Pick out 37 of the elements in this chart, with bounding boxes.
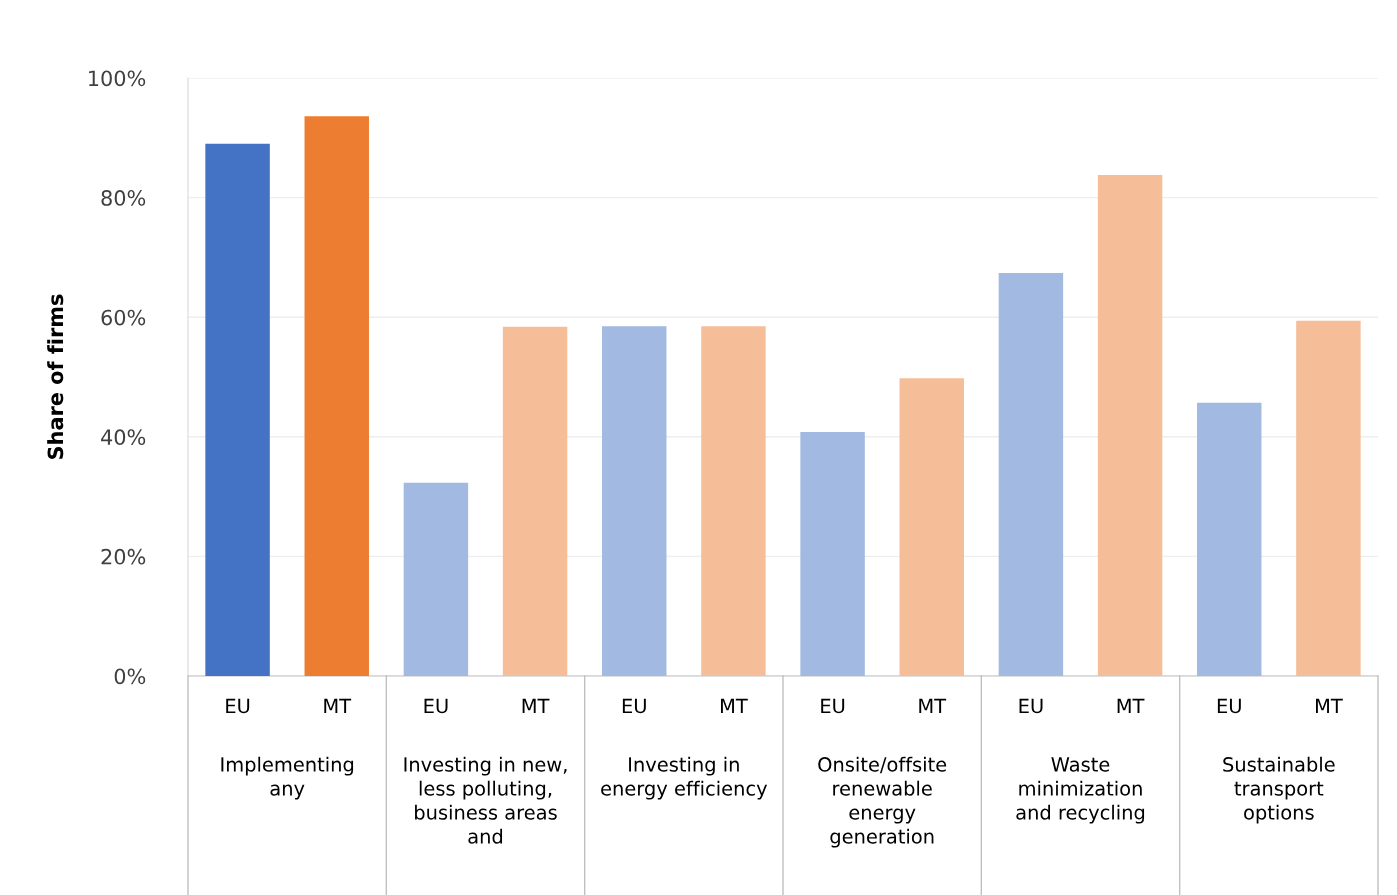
bar <box>602 326 667 676</box>
x-tick-label: EU <box>1019 698 1043 714</box>
x-tick-label: MT <box>324 698 352 713</box>
bar <box>1296 320 1361 676</box>
bar <box>304 116 369 676</box>
y-tick-label: 100% <box>89 70 146 87</box>
y-axis-title: Share of firms <box>47 294 64 459</box>
y-tick-label: 0% <box>114 668 146 685</box>
bar <box>403 482 469 676</box>
text: Investing in energy efficiency <box>601 756 768 800</box>
text: Implementing any <box>221 756 354 800</box>
text: Waste minimization and recycling <box>1016 757 1145 824</box>
x-tick-label: MT <box>1117 698 1145 713</box>
x-tick-label: MT <box>522 698 550 713</box>
text: Sustainable transport options <box>1223 756 1335 824</box>
y-tick-label: 60% <box>101 309 146 326</box>
x-tick-label: EU <box>1217 698 1241 714</box>
y-tick-label: 20% <box>101 548 146 565</box>
bar <box>1197 402 1262 676</box>
text: Investing in new, less polluting, business areas and <box>404 756 567 844</box>
bar <box>998 272 1064 676</box>
bar <box>899 378 964 676</box>
y-tick-label: 40% <box>101 429 146 446</box>
text: Onsite/offsite renewable energy generation <box>818 756 947 848</box>
x-tick-label: MT <box>721 698 748 713</box>
bar <box>205 143 270 676</box>
bar <box>1097 174 1163 676</box>
bar <box>800 432 865 676</box>
x-tick-label: MT <box>1316 698 1343 713</box>
x-tick-label: EU <box>821 698 845 714</box>
y-tick-label: 80% <box>101 190 146 206</box>
x-tick-label: MT <box>919 698 947 713</box>
x-tick-label: EU <box>226 698 250 714</box>
bar <box>701 326 766 676</box>
bar <box>502 326 568 676</box>
x-tick-label: EU <box>622 698 646 714</box>
x-tick-label: EU <box>424 698 448 714</box>
